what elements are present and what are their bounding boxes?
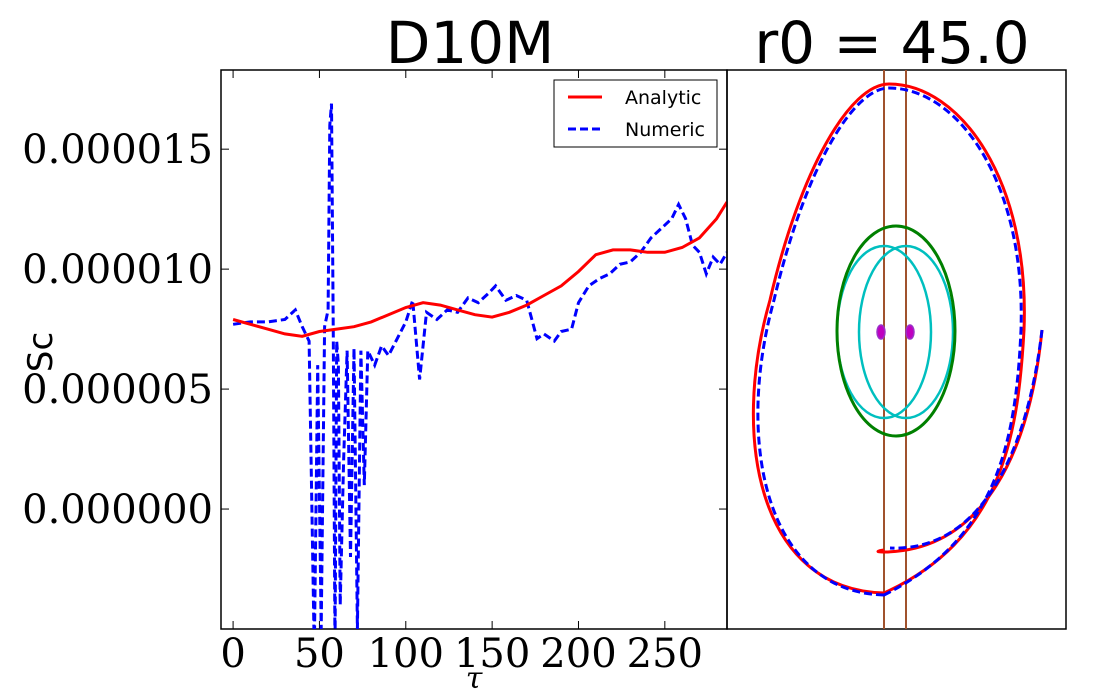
orbit-numeric-spiral	[889, 329, 1044, 550]
sc-chart: D10M 0 50 100 150 200 250 0.000000 0.000005 0.00…	[21, 9, 728, 696]
x-tick-label: 200	[540, 631, 616, 677]
y-tick-label: 0.000005	[22, 367, 213, 413]
orbit-numeric-loop	[756, 86, 1023, 597]
inner-lobe-right	[857, 244, 955, 420]
body-left	[876, 324, 886, 340]
legend-label-analytic: Analytic	[625, 87, 701, 109]
x-tick-label: 0	[220, 631, 245, 677]
y-tick-label: 0.000015	[22, 127, 213, 173]
series-line-analytic	[232, 201, 727, 338]
legend-label-numeric: Numeric	[625, 119, 705, 141]
y-tick-label: 0.000010	[22, 247, 213, 293]
right-plot-frame	[726, 69, 1067, 630]
legend-box	[553, 79, 718, 148]
x-axis-label: τ	[466, 661, 483, 696]
left-ticks: 0 50 100 150 200 250 0.000000 0.000005 0.000010 0…	[22, 70, 727, 677]
series-line-numeric	[232, 103, 727, 629]
left-plot-frame	[220, 69, 728, 630]
body-right	[905, 324, 915, 340]
right-chart-title: r0 = 45.0	[754, 9, 1029, 77]
x-tick-label: 100	[368, 631, 444, 677]
x-tick-label: 150	[454, 631, 530, 677]
y-tick-label: 0.000000	[22, 487, 213, 533]
orbit-analytic-loop	[751, 82, 1026, 595]
x-tick-label: 50	[294, 631, 345, 677]
x-tick-label: 250	[627, 631, 703, 677]
outer-ring	[835, 224, 957, 438]
orbit-panel: r0 = 45.0	[726, 9, 1067, 630]
y-axis-label: Sc	[21, 332, 61, 372]
left-chart-title: D10M	[386, 9, 555, 77]
left-series	[232, 103, 727, 629]
legend: Analytic Numeric	[553, 79, 718, 148]
